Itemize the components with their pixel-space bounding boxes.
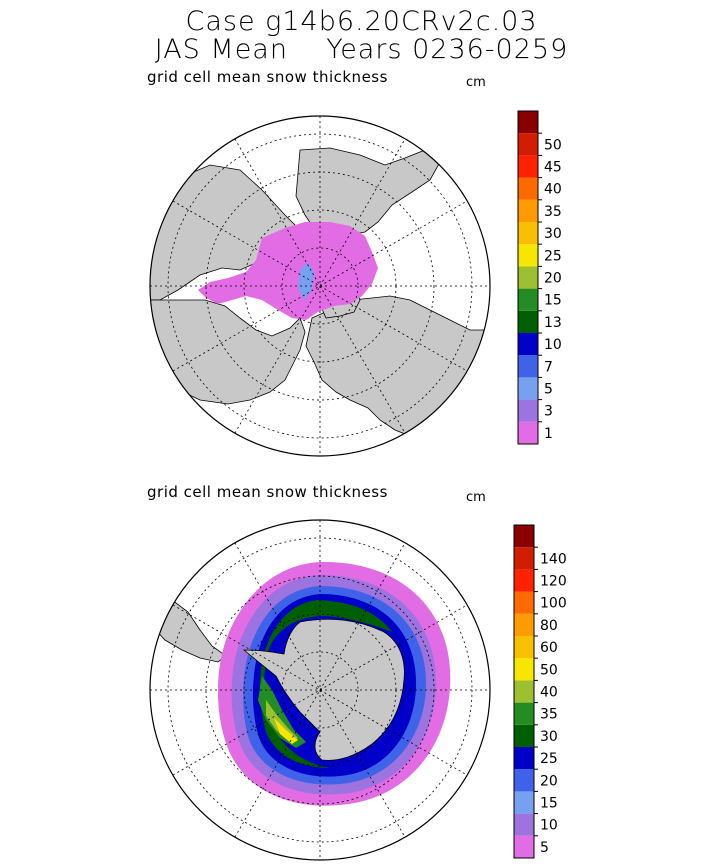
north-colorbar-swatch [518, 421, 538, 444]
north-colorbar-label: 20 [544, 271, 562, 287]
south-colorbar-swatch [514, 769, 534, 792]
north-colorbar-swatch [518, 333, 538, 356]
south-colorbar-label: 100 [540, 596, 567, 612]
north-colorbar-swatch [518, 177, 538, 200]
north-graticule [150, 116, 490, 456]
north-colorbar-swatch [518, 310, 538, 333]
south-colorbar-label: 120 [540, 574, 567, 590]
north-land-europe [150, 299, 306, 405]
south-colorbar-label: 50 [540, 662, 558, 678]
south-colorbar-swatch [514, 791, 534, 814]
north-unit-label: cm [466, 75, 486, 90]
south-colorbar: 5 10 15 20 25 30 35 40 50 60 80 100 120 140 [513, 524, 567, 859]
north-colorbar-label: 3 [544, 404, 553, 420]
south-graticule [150, 520, 490, 860]
north-colorbar-swatch [518, 155, 538, 178]
south-colorbar-swatch [514, 680, 534, 703]
north-colorbar-swatch [518, 266, 538, 289]
south-land-antarctica [242, 618, 405, 761]
south-colorbar-swatch [514, 724, 534, 747]
south-colorbar-label: 10 [540, 818, 558, 834]
south-snow-peninsula-yellowgreen [266, 700, 298, 742]
north-colorbar-label: 35 [544, 204, 562, 220]
period-title: JAS Mean Years 0236-0259 [154, 34, 569, 65]
south-colorbar-label: 20 [540, 773, 558, 789]
north-colorbar-frame [517, 110, 539, 445]
south-colorbar-label: 40 [540, 685, 558, 701]
north-colorbar-swatch [518, 222, 538, 245]
south-panel-label: grid cell mean snow thickness [147, 483, 388, 501]
south-colorbar-swatch [514, 613, 534, 636]
north-colorbar-label: 5 [544, 382, 553, 398]
south-colorbar-swatch [514, 835, 534, 858]
north-colorbar-label: 30 [544, 226, 562, 242]
south-colorbar-label: 5 [540, 840, 549, 856]
north-colorbar-label: 10 [544, 337, 562, 353]
north-colorbar-label: 7 [544, 359, 553, 375]
south-colorbar-label: 30 [540, 729, 558, 745]
north-colorbar-label: 50 [544, 137, 562, 153]
north-colorbar-swatch [518, 399, 538, 422]
south-snow-peninsula-yellow [274, 718, 298, 744]
north-colorbar-label: 45 [544, 160, 562, 176]
south-colorbar-swatch [514, 658, 534, 681]
north-colorbar-swatch [518, 244, 538, 267]
north-colorbar-swatch [518, 288, 538, 311]
south-colorbar-frame [513, 524, 535, 859]
north-colorbar-label: 1 [544, 426, 553, 442]
north-colorbar-label: 25 [544, 248, 562, 264]
north-colorbar-swatch [518, 199, 538, 222]
north-colorbar-label: 13 [544, 315, 562, 331]
south-colorbar-label: 60 [540, 640, 558, 656]
north-panel-label: grid cell mean snow thickness [147, 68, 388, 86]
north-colorbar-swatch [518, 111, 538, 134]
south-colorbar-swatch [514, 569, 534, 592]
north-snow-band [298, 262, 314, 300]
south-colorbar-swatch [514, 813, 534, 836]
south-colorbar-label: 35 [540, 707, 558, 723]
north-map-border [149, 115, 491, 457]
south-colorbar-swatch [514, 702, 534, 725]
south-colorbar-swatch [514, 591, 534, 614]
south-map-border [149, 519, 491, 861]
north-polar-map [149, 115, 491, 457]
north-colorbar-swatch [518, 133, 538, 156]
south-polar-map [149, 519, 491, 861]
south-colorbar-swatch [514, 525, 534, 548]
south-unit-label: cm [466, 490, 486, 505]
north-colorbar-label: 15 [544, 293, 562, 309]
south-colorbar-swatch [514, 547, 534, 570]
south-colorbar-swatch [514, 636, 534, 659]
south-colorbar-label: 15 [540, 796, 558, 812]
south-colorbar-label: 25 [540, 751, 558, 767]
north-colorbar-swatch [518, 377, 538, 400]
south-colorbar-label: 140 [540, 551, 567, 567]
south-colorbar-label: 80 [540, 618, 558, 634]
north-colorbar-label: 40 [544, 182, 562, 198]
south-colorbar-swatch [514, 747, 534, 770]
case-title: Case g14b6.20CRv2c.03 [185, 6, 538, 37]
north-snow-arctic [198, 222, 378, 320]
north-colorbar-swatch [518, 355, 538, 378]
